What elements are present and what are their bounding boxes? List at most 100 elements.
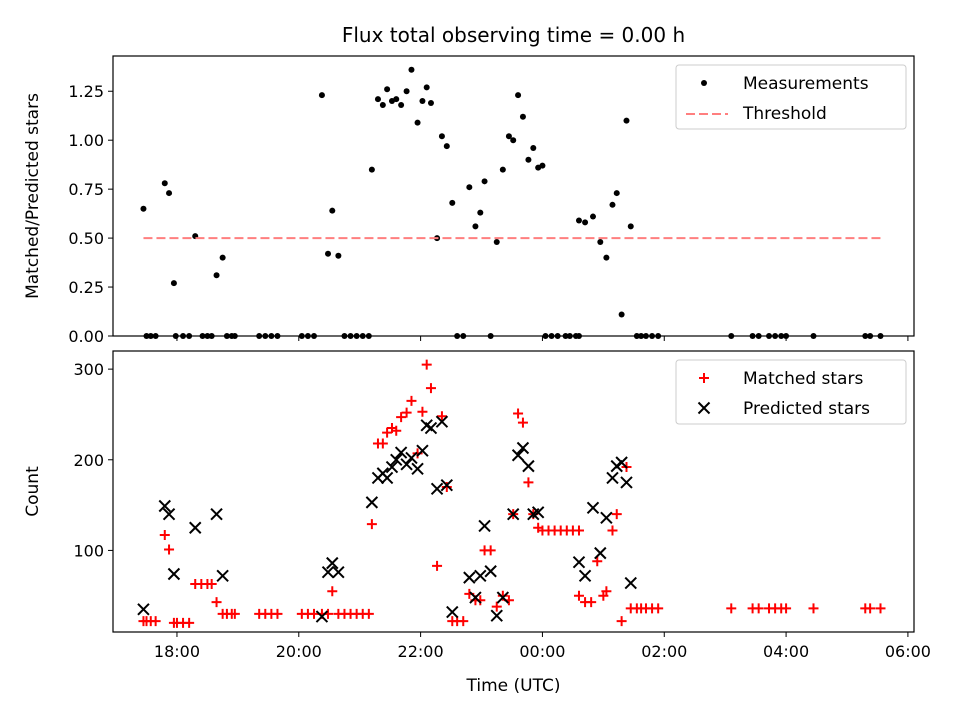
measurement-point <box>374 96 381 103</box>
measurement-point <box>603 254 610 261</box>
matched-star-point <box>396 412 407 423</box>
predicted-star-point <box>158 499 171 513</box>
measurement-point <box>481 178 488 185</box>
matched-star-point <box>401 407 412 418</box>
matched-star-point <box>592 556 603 567</box>
predicted-star-point <box>385 460 399 474</box>
legend-predicted-swatch <box>697 401 711 415</box>
x-tick-label: 02:00 <box>641 642 687 661</box>
matched-star-point <box>601 586 612 597</box>
x-tick-label: 22:00 <box>398 642 444 661</box>
measurement-point <box>627 223 634 230</box>
predicted-star-point <box>615 456 628 469</box>
matched-star-point <box>150 616 161 627</box>
predicted-star-point <box>522 459 535 473</box>
y-tick-label: 1.00 <box>68 131 104 150</box>
y-tick-label: 200 <box>73 451 104 470</box>
bottom-panel: 100 200 300 18:00 20:00 22:00 00:00 02:00 04:00 0… <box>23 350 931 696</box>
measurement-point <box>609 201 616 208</box>
matched-star-point <box>436 411 447 422</box>
measurement-point <box>219 254 226 261</box>
measurement-point <box>505 133 512 140</box>
measurement-point <box>613 190 620 197</box>
matched-star-point <box>573 525 584 536</box>
axes-frame <box>112 350 915 633</box>
predicted-star-point <box>321 565 335 579</box>
legend-matched-swatch <box>699 373 709 383</box>
predicted-star-point <box>210 507 223 521</box>
measurement-point <box>525 156 532 163</box>
matched-star-point <box>206 578 217 589</box>
legend-label: Matched stars <box>743 369 863 389</box>
matched-star-point <box>653 603 664 614</box>
y-tick-label: 0.00 <box>68 327 104 346</box>
predicted-star-point <box>572 555 586 569</box>
predicted-star-point <box>216 569 229 583</box>
predicted-star-point <box>394 446 408 459</box>
measurement-point <box>477 209 484 216</box>
measurement-point <box>140 205 147 212</box>
x-tick-label: 04:00 <box>763 642 809 661</box>
matched-star-point <box>363 608 374 619</box>
plot-area <box>137 359 886 628</box>
predicted-star-point <box>137 603 150 616</box>
measurement-point <box>472 223 479 230</box>
matched-star-point <box>211 597 222 608</box>
x-tick-label: 00:00 <box>519 642 565 661</box>
matched-star-point <box>391 425 402 436</box>
matched-star-point <box>425 383 436 394</box>
x-tick-label: 18:00 <box>154 642 200 661</box>
matched-star-point <box>808 603 819 614</box>
legend: Measurements Threshold <box>675 64 907 130</box>
predicted-star-point <box>435 415 449 428</box>
predicted-star-point <box>400 458 413 471</box>
x-tick-label: 20:00 <box>276 642 322 661</box>
matched-star-point <box>432 560 443 571</box>
matched-star-point <box>523 477 534 488</box>
predicted-star-point <box>511 449 525 462</box>
predicted-star-point <box>620 476 633 489</box>
measurement-point <box>379 101 386 108</box>
y-tick-label: 100 <box>73 541 104 560</box>
matched-star-point <box>382 427 393 438</box>
legend-frame <box>675 359 907 425</box>
predicted-star-point <box>600 511 613 524</box>
predicted-star-point <box>411 462 424 476</box>
matched-star-point <box>497 590 508 601</box>
measurement-point <box>575 217 582 224</box>
matched-star-point <box>573 590 584 601</box>
measurement-point <box>423 84 430 91</box>
predicted-star-point <box>446 605 459 619</box>
measurement-point <box>419 98 426 105</box>
measurement-point <box>403 88 410 95</box>
matched-star-point <box>229 608 240 619</box>
predicted-star-point <box>162 507 176 521</box>
chart-title: Flux total observing time = 0.00 h <box>342 23 685 47</box>
matched-star-point <box>485 545 496 556</box>
legend-measurement-swatch <box>701 80 707 86</box>
matched-star-point <box>781 603 792 614</box>
plot-area <box>140 66 884 339</box>
matched-star-point <box>159 530 170 541</box>
measurement-point <box>443 143 450 150</box>
matched-star-point <box>586 597 597 608</box>
measurement-point <box>318 92 325 99</box>
measurement-point <box>519 113 526 120</box>
predicted-star-point <box>586 501 600 515</box>
measurement-point <box>499 166 506 173</box>
measurement-point <box>213 272 220 279</box>
measurement-point <box>438 133 445 140</box>
measurement-point <box>530 145 537 152</box>
x-tick-label: 06:00 <box>885 642 931 661</box>
predicted-star-point <box>390 453 403 466</box>
predicted-star-point <box>490 609 503 622</box>
top-panel: 0.00 0.25 0.50 0.75 1.00 1.25 Matched/Predicte… <box>23 55 915 346</box>
predicted-star-point <box>516 441 530 455</box>
y-tick-label: 0.75 <box>68 180 104 199</box>
matched-star-point <box>875 603 886 614</box>
predicted-star-point <box>484 565 497 578</box>
predicted-star-point <box>606 471 619 485</box>
matched-star-point <box>327 586 338 597</box>
predicted-star-point <box>440 478 454 492</box>
